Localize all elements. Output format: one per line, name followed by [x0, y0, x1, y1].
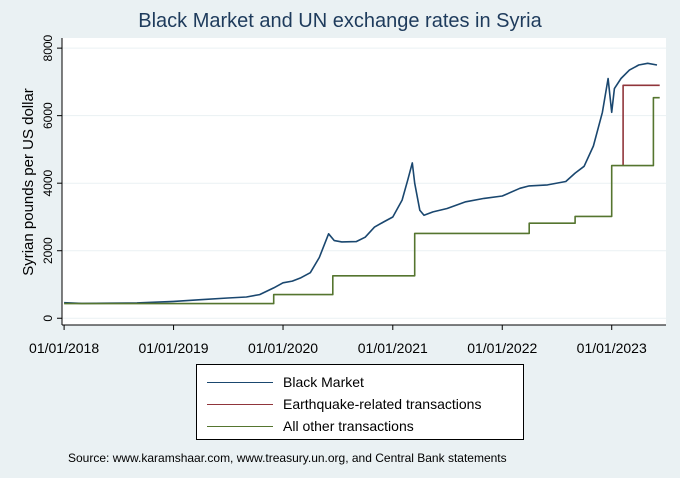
- y-axis-label: Syrian pounds per US dollar: [20, 88, 37, 276]
- plot-area: [62, 38, 666, 325]
- x-tick-label-4: 01/01/2022: [467, 340, 537, 356]
- legend-item-other: All other transactions: [207, 415, 523, 437]
- y-tick-label-2000: 2000: [41, 237, 55, 264]
- legend-swatch-other: [207, 425, 273, 427]
- x-tick-label-0: 01/01/2018: [29, 340, 99, 356]
- y-tick-label-8000: 8000: [41, 34, 55, 61]
- series-line-2: [64, 96, 660, 305]
- legend: Black Market Earthquake-related transact…: [196, 364, 524, 440]
- chart-title: Black Market and UN exchange rates in Sy…: [138, 10, 542, 32]
- legend-label-other: All other transactions: [283, 418, 414, 434]
- legend-swatch-earthquake: [207, 403, 273, 405]
- legend-item-earthquake: Earthquake-related transactions: [207, 393, 523, 415]
- x-tick-label-1: 01/01/2019: [139, 340, 209, 356]
- x-tick-label-5: 01/01/2023: [577, 340, 647, 356]
- source-note: Source: www.karamshaar.com, www.treasury…: [68, 451, 507, 465]
- y-tick-label-0: 0: [41, 315, 55, 322]
- series-line-1: [622, 84, 660, 166]
- legend-swatch-black-market: [207, 381, 273, 383]
- series-lines: [64, 62, 660, 305]
- axes: 0 2000 4000 6000 8000 01/01/2018 01/01/2019 01/…: [29, 34, 666, 356]
- legend-label-earthquake: Earthquake-related transactions: [283, 396, 482, 412]
- x-tick-label-2: 01/01/2020: [248, 340, 318, 356]
- legend-item-black-market: Black Market: [207, 371, 523, 393]
- legend-label-black-market: Black Market: [283, 374, 364, 390]
- x-tick-label-3: 01/01/2021: [358, 340, 428, 356]
- gridlines: [62, 47, 666, 319]
- y-tick-label-6000: 6000: [41, 102, 55, 129]
- series-line-0: [64, 62, 658, 305]
- y-tick-label-4000: 4000: [41, 170, 55, 197]
